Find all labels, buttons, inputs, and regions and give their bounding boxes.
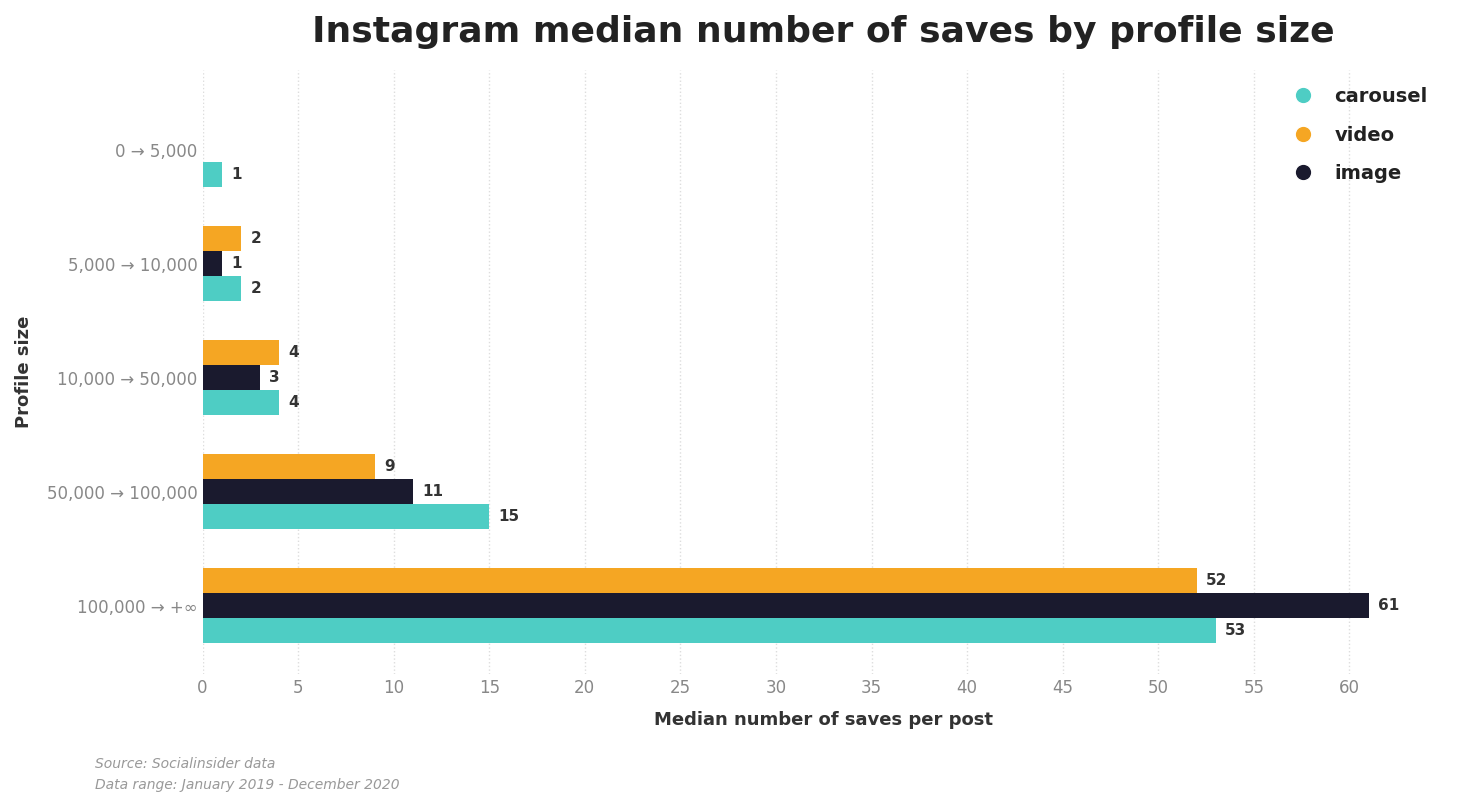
- Text: Source: Socialinsider data
Data range: January 2019 - December 2020: Source: Socialinsider data Data range: J…: [95, 758, 400, 792]
- Bar: [203, 251, 222, 276]
- Bar: [203, 365, 260, 390]
- Bar: [203, 390, 279, 415]
- Bar: [203, 454, 375, 479]
- Text: 4: 4: [289, 395, 299, 410]
- Text: 11: 11: [422, 484, 444, 499]
- Text: 2: 2: [250, 231, 261, 246]
- Bar: [203, 226, 241, 251]
- Bar: [203, 479, 413, 504]
- Text: 4: 4: [289, 345, 299, 360]
- Text: 52: 52: [1206, 574, 1228, 588]
- Text: 2: 2: [250, 282, 261, 296]
- Y-axis label: Profile size: Profile size: [15, 316, 34, 428]
- Text: 3: 3: [270, 370, 280, 386]
- Text: 15: 15: [499, 510, 520, 524]
- Text: 53: 53: [1225, 623, 1247, 638]
- X-axis label: Median number of saves per post: Median number of saves per post: [654, 711, 993, 729]
- Bar: [203, 340, 279, 365]
- Text: 1: 1: [231, 256, 242, 271]
- Bar: [203, 618, 1216, 643]
- Bar: [203, 276, 241, 302]
- Bar: [203, 568, 1197, 594]
- Title: Instagram median number of saves by profile size: Instagram median number of saves by prof…: [312, 15, 1334, 49]
- Text: 1: 1: [231, 167, 242, 182]
- Text: 61: 61: [1378, 598, 1399, 614]
- Bar: [203, 162, 222, 187]
- Text: 9: 9: [384, 459, 394, 474]
- Bar: [203, 504, 489, 530]
- Bar: [203, 594, 1368, 618]
- Legend: carousel, video, image: carousel, video, image: [1276, 79, 1435, 191]
